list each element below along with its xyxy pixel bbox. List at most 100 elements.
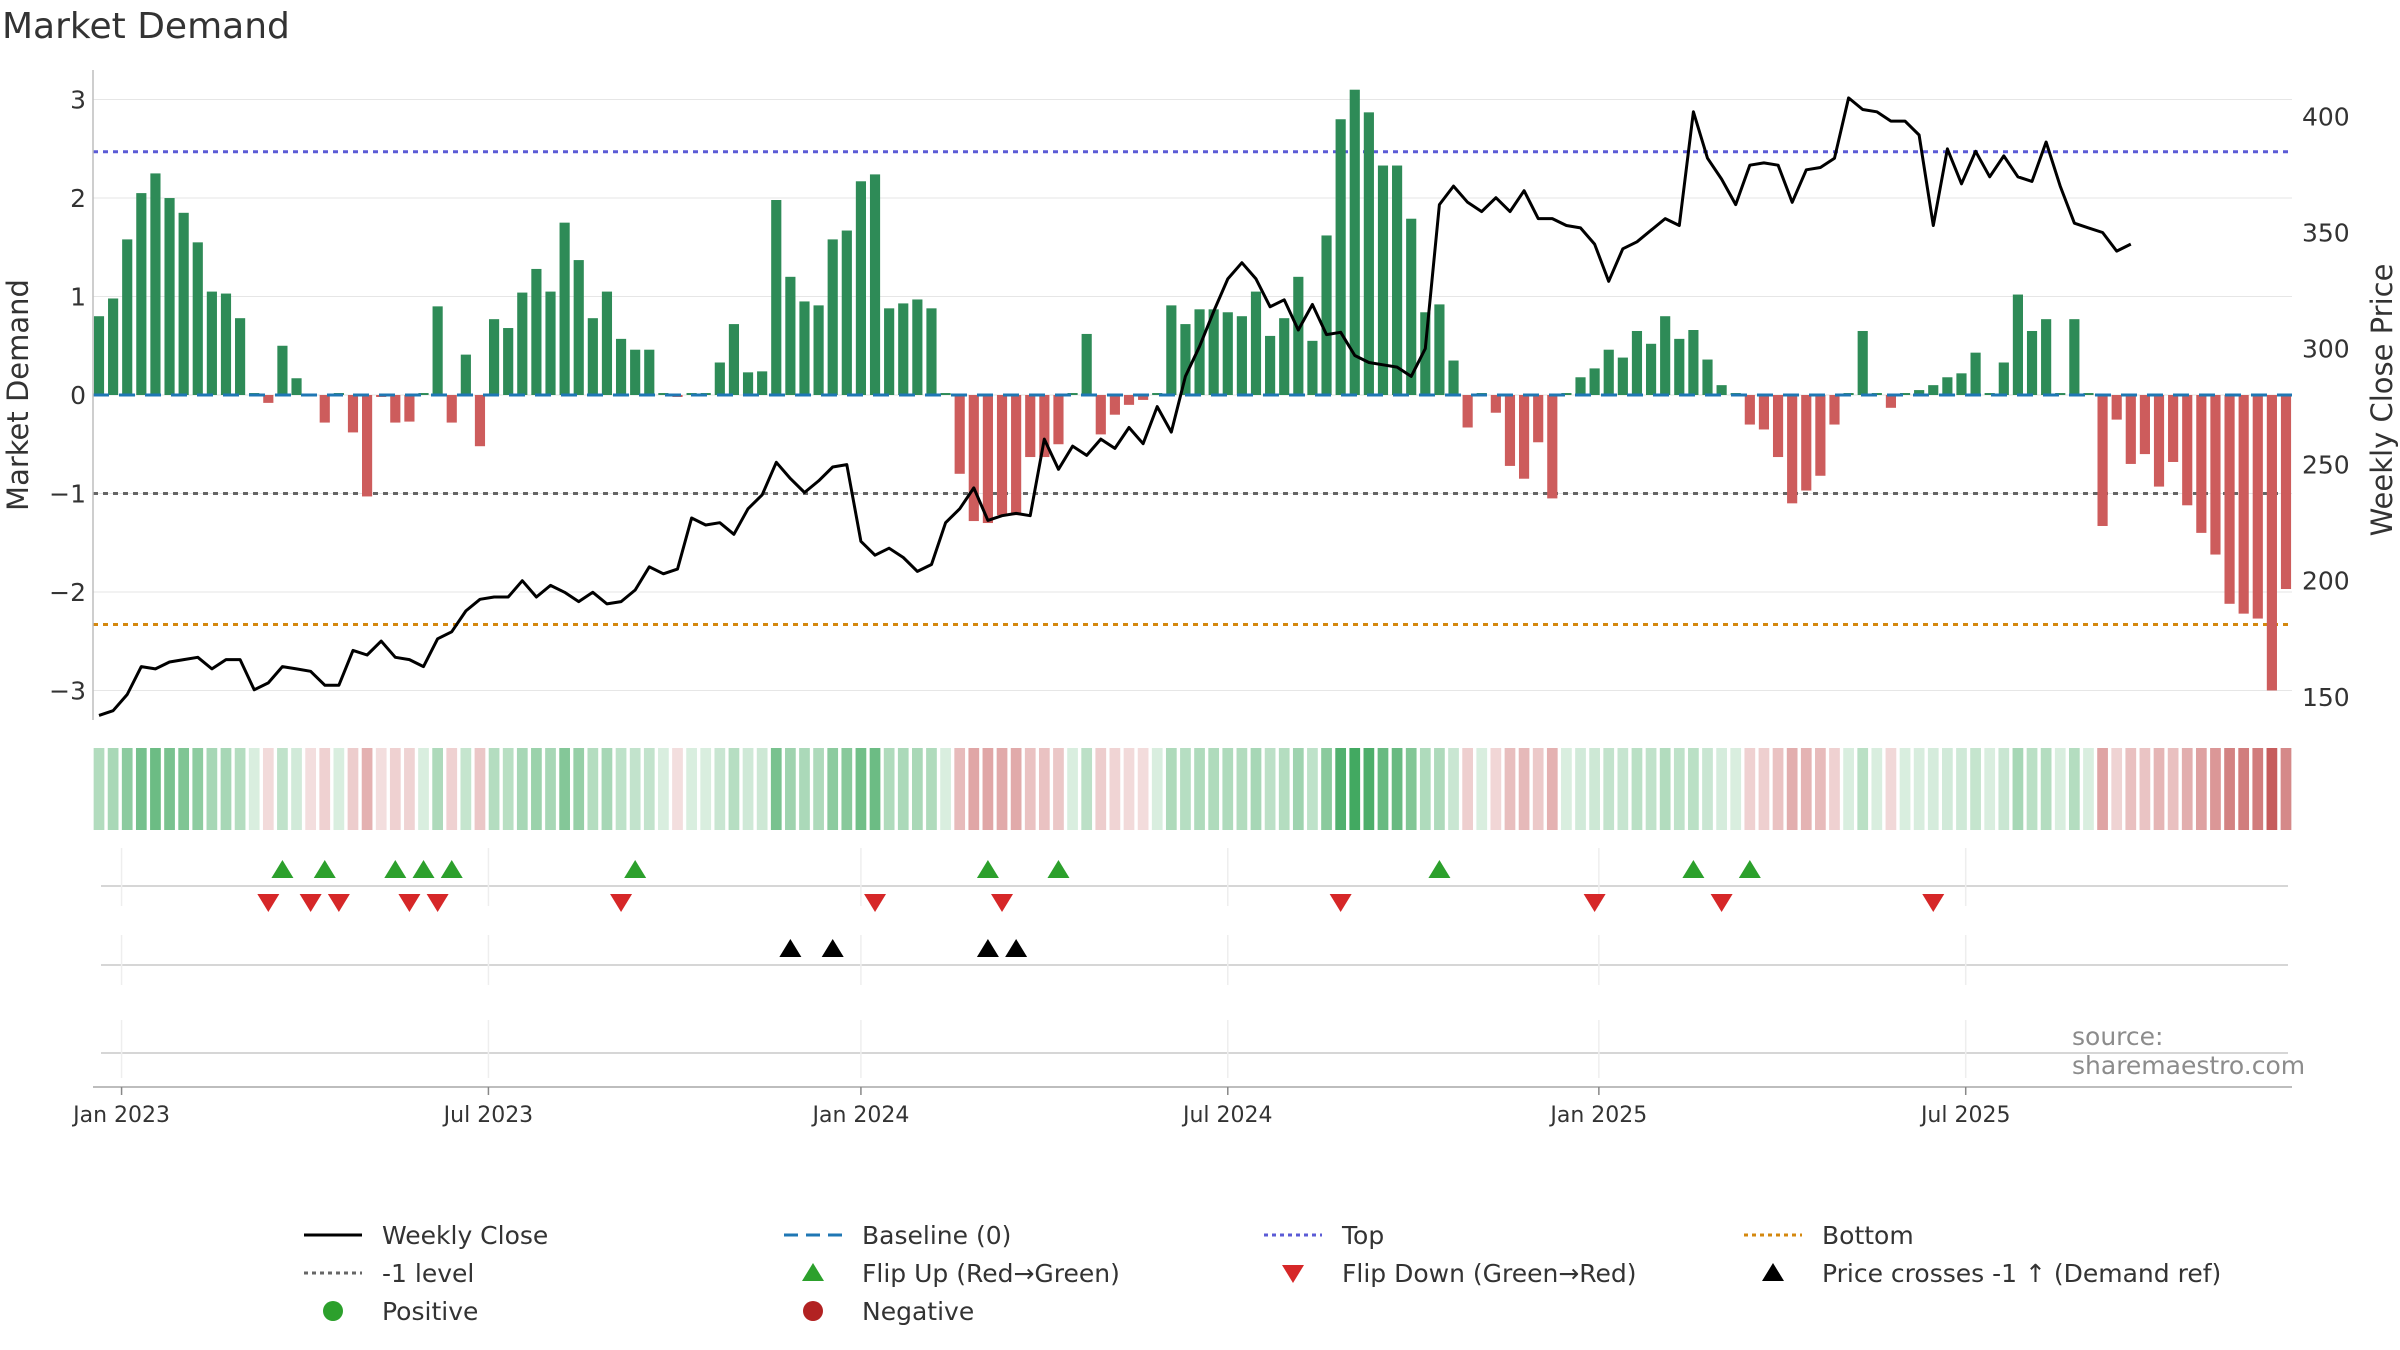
demand-bar [926,308,937,395]
legend-key-cross [1762,1263,1784,1281]
heat-cell [601,748,613,830]
demand-bar [601,291,613,395]
legend-label-top: Top [1342,1220,1385,1250]
heat-cell [1927,748,1939,830]
heat-cell [2083,748,2094,830]
demand-bar [827,239,838,395]
heat-cell [1377,748,1389,830]
heat-cell [1067,748,1078,830]
heat-cell [1561,748,1572,830]
cross-up-marker [976,939,999,957]
flip-up-marker [1047,860,1070,878]
demand-bar [940,393,951,395]
heat-cell [926,748,937,830]
heat-cell [1956,748,1967,830]
demand-bar [1392,165,1403,395]
legend-label-cross: Price crosses -1 ↑ (Demand ref) [1822,1258,2222,1288]
heat-cell [1617,748,1629,830]
left-tick-label: 1 [70,283,86,312]
right-tick-label: 250 [2302,451,2350,480]
heat-cell [2210,748,2221,830]
heat-cell [1744,748,1756,830]
demand-bar [1984,393,1995,395]
heat-cell [1462,748,1474,830]
heat-cell [1589,748,1600,830]
source-note: source: sharemaestro.com [2072,1022,2306,1080]
heat-cell [1504,748,1516,830]
legend-label-positive: Positive [382,1296,479,1326]
heat-cell [672,748,683,830]
heat-cell [1095,748,1107,830]
demand-bar [1420,312,1431,395]
heat-cell [785,748,796,830]
demand-bar [1716,385,1727,395]
demand-bar [1758,395,1770,430]
flip-down-marker [398,894,421,912]
demand-bar [1603,349,1614,395]
heat-cell [1702,748,1713,830]
demand-bar [1533,395,1544,443]
heat-cell [1264,748,1276,830]
demand-bar [1363,112,1374,396]
demand-bar [220,293,232,395]
demand-bar [1307,340,1318,395]
demand-bar [1222,312,1233,395]
heat-cell [1970,748,1981,830]
heat-cell [262,748,274,830]
demand-bar [1561,393,1572,395]
legend-flip-up: Flip Up (Red→Green) [780,1254,1120,1292]
left-tick-label: 3 [70,86,86,115]
heat-cell [2153,748,2165,830]
heat-cell [1631,748,1643,830]
demand-bar [291,378,302,395]
heat-cell [460,748,472,830]
demand-bar [1914,390,1925,395]
left-tick-label: −2 [49,578,86,607]
flip-up-marker [412,860,435,878]
right-tick-label: 150 [2302,683,2350,712]
flip-down-marker [426,894,449,912]
heat-cell [502,748,514,830]
heat-cell [1659,748,1671,830]
demand-bar [136,193,147,395]
heat-cell [1800,748,1812,830]
heat-cell [1716,748,1727,830]
flip-up-marker [1738,860,1761,878]
legend-bottom: Bottom [1740,1216,1914,1254]
heat-cell [756,748,768,830]
demand-bar [1547,395,1558,499]
heat-cell [855,748,867,830]
flip-up-marker [384,860,407,878]
legend: Weekly Close Baseline (0) Top Bottom -1 … [300,1216,2260,1336]
heat-cell [1786,748,1798,830]
demand-bar [1025,395,1036,458]
heat-cell [770,748,782,830]
heat-cell [2054,748,2066,830]
heat-cell [1307,748,1318,830]
heat-cell [1857,748,1869,830]
heat-cell [2068,748,2080,830]
heat-cell [700,748,712,830]
demand-bar [1406,218,1417,395]
demand-bar [2252,395,2263,619]
flip-up-marker [976,860,999,878]
heat-cell [1688,748,1699,830]
heat-cell [1913,748,1925,830]
heat-cell [1321,748,1332,830]
demand-bar [559,222,570,395]
demand-bar [2266,395,2277,691]
heat-cell [954,748,966,830]
demand-bar [1011,395,1022,516]
heat-cell [1123,748,1135,830]
heat-cell [488,748,500,830]
heat-cell [2139,748,2151,830]
heat-cell [1250,748,1262,830]
demand-bar [1744,395,1755,425]
heat-cell [1998,748,2010,830]
heat-cell [2125,748,2137,830]
demand-bar [1688,330,1699,395]
legend-key-weekly-close [304,1233,362,1237]
demand-bar [1589,368,1600,395]
flip-up-marker [624,860,647,878]
demand-bar [474,395,486,447]
